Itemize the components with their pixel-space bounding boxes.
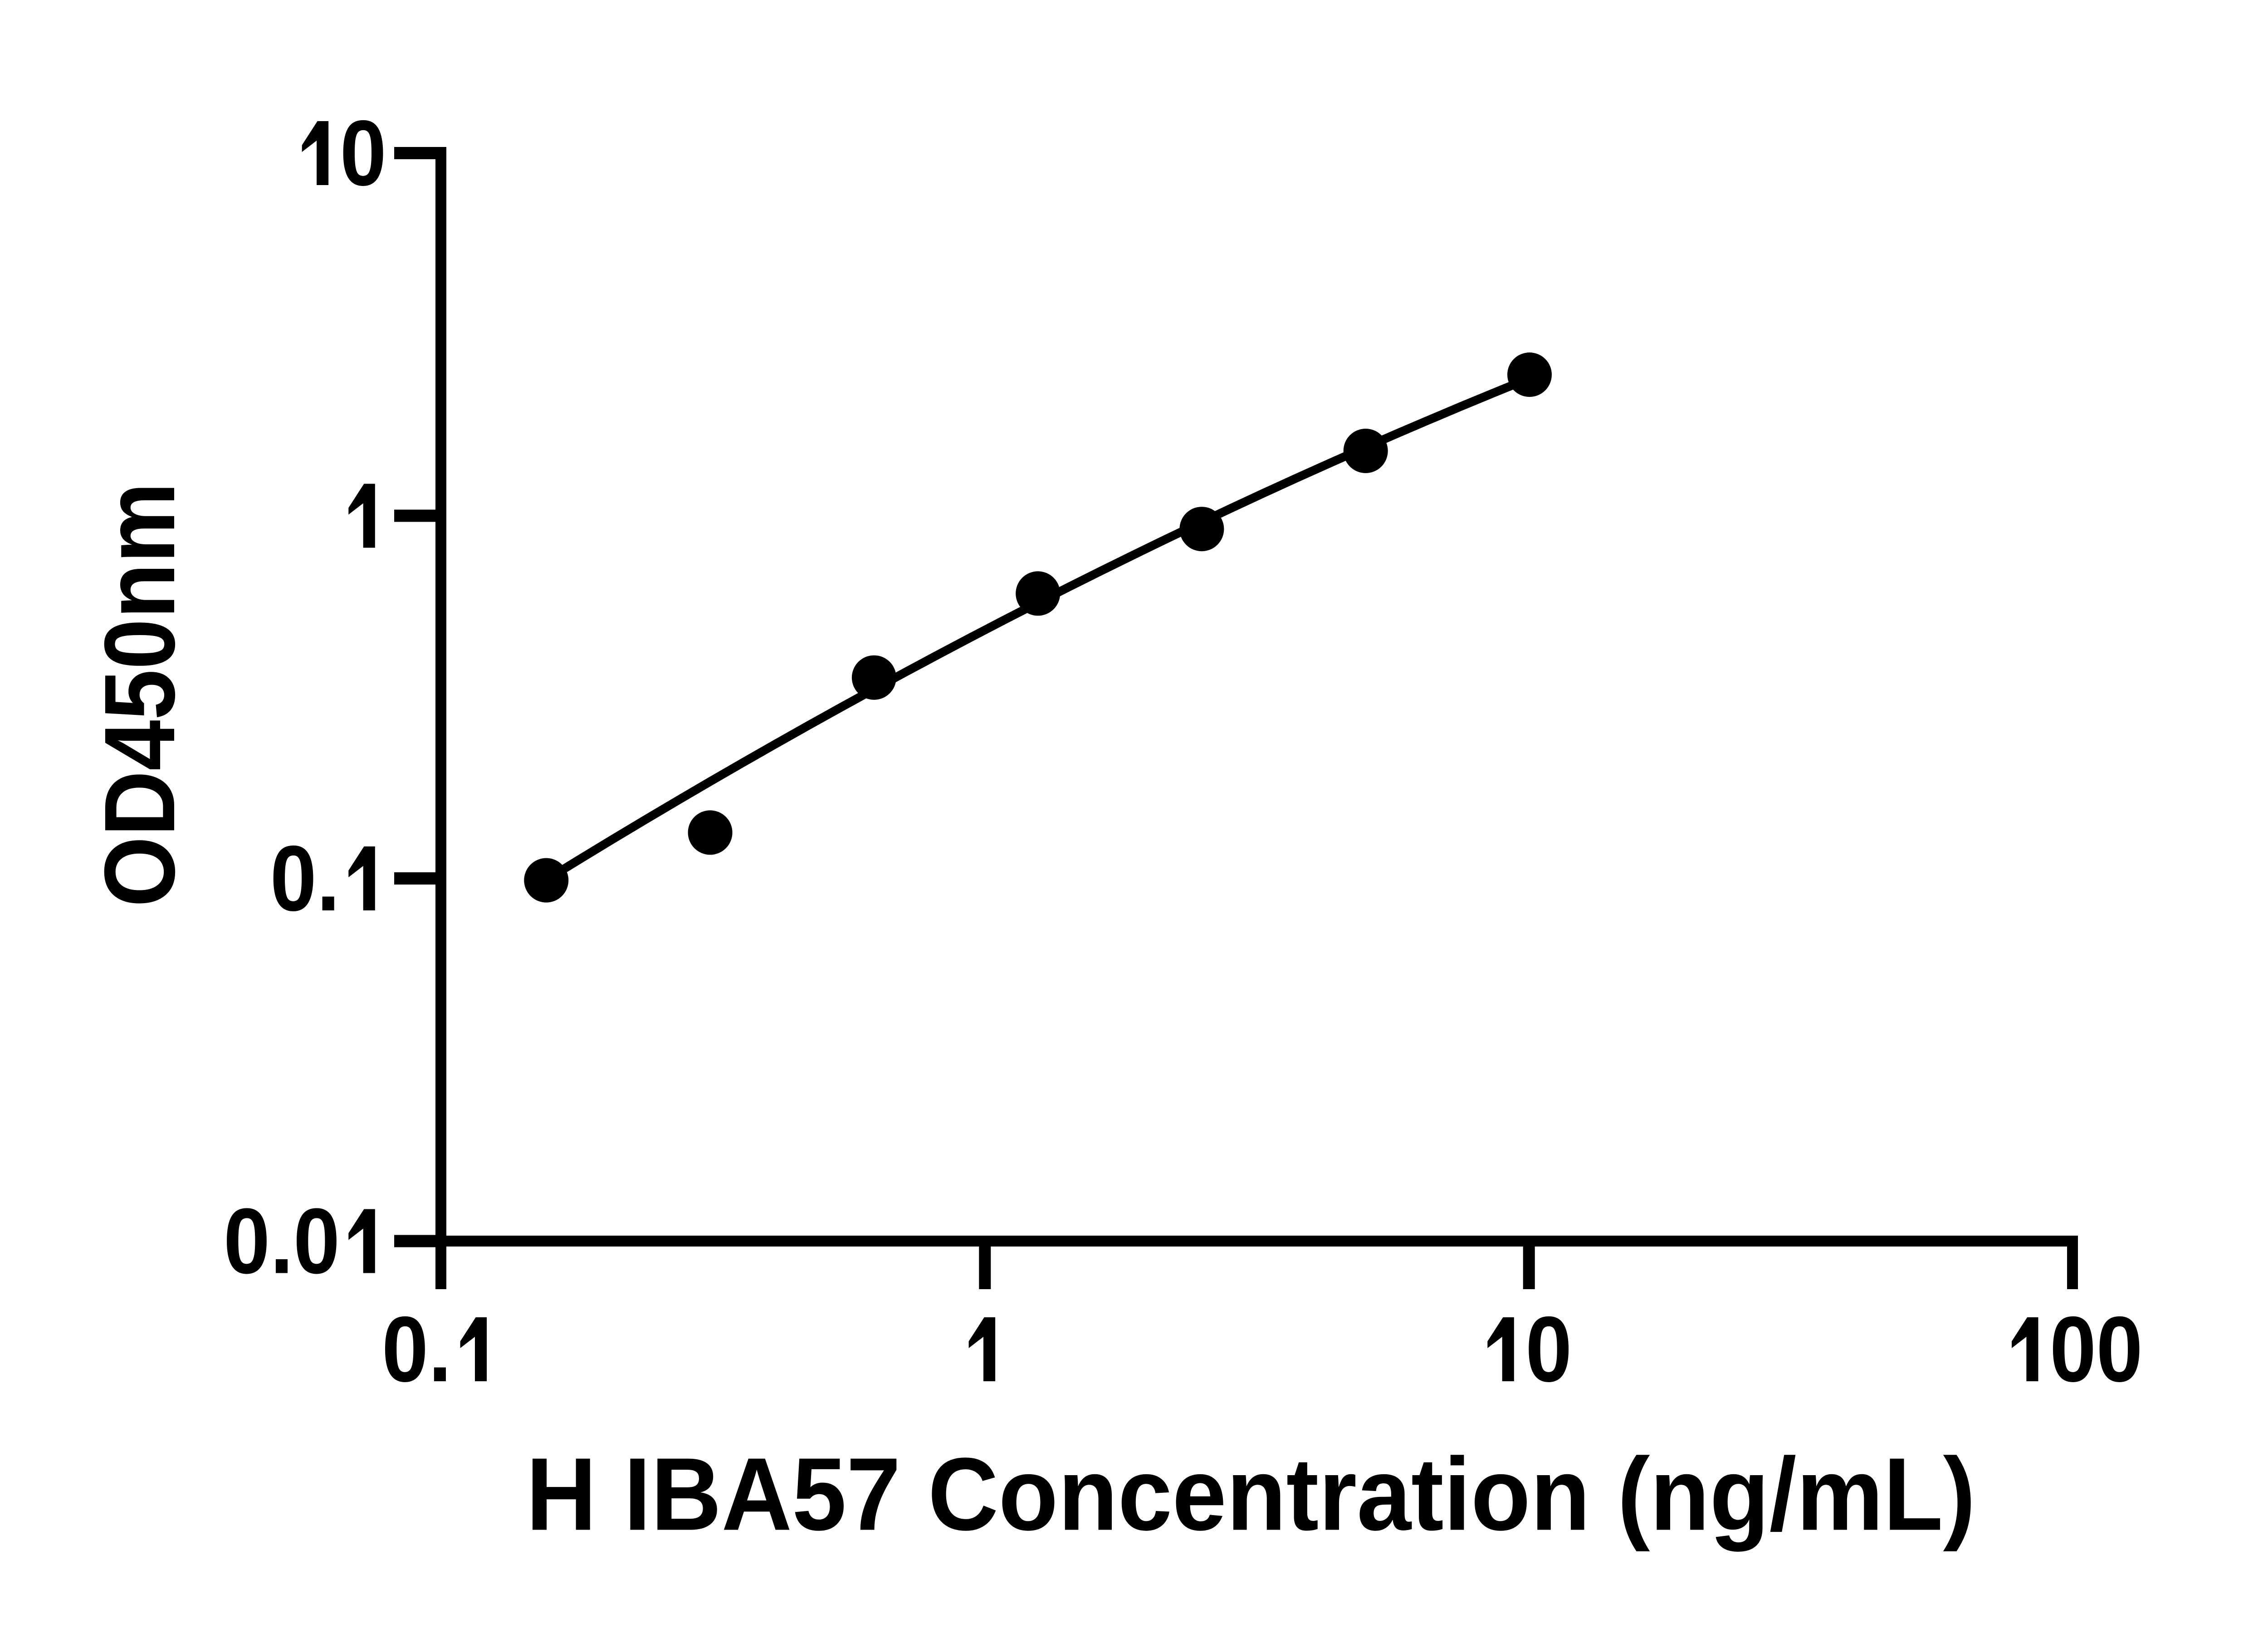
- svg-text:.: .: [428, 1297, 451, 1401]
- svg-text:0: 0: [270, 826, 317, 930]
- svg-text:0: 0: [224, 1189, 270, 1293]
- svg-text:.: .: [270, 1189, 293, 1293]
- svg-text:0: 0: [340, 101, 386, 205]
- svg-text:H IBA57 Concentration (ng/mL): H IBA57 Concentration (ng/mL): [526, 1437, 1976, 1552]
- svg-text:0: 0: [293, 1189, 340, 1293]
- svg-text:0: 0: [382, 1297, 429, 1401]
- svg-text:OD450nm: OD450nm: [83, 482, 196, 907]
- svg-text:0: 0: [2096, 1297, 2143, 1401]
- svg-text:.: .: [317, 826, 340, 930]
- svg-text:0: 0: [2050, 1297, 2097, 1401]
- svg-text:0: 0: [1525, 1297, 1572, 1401]
